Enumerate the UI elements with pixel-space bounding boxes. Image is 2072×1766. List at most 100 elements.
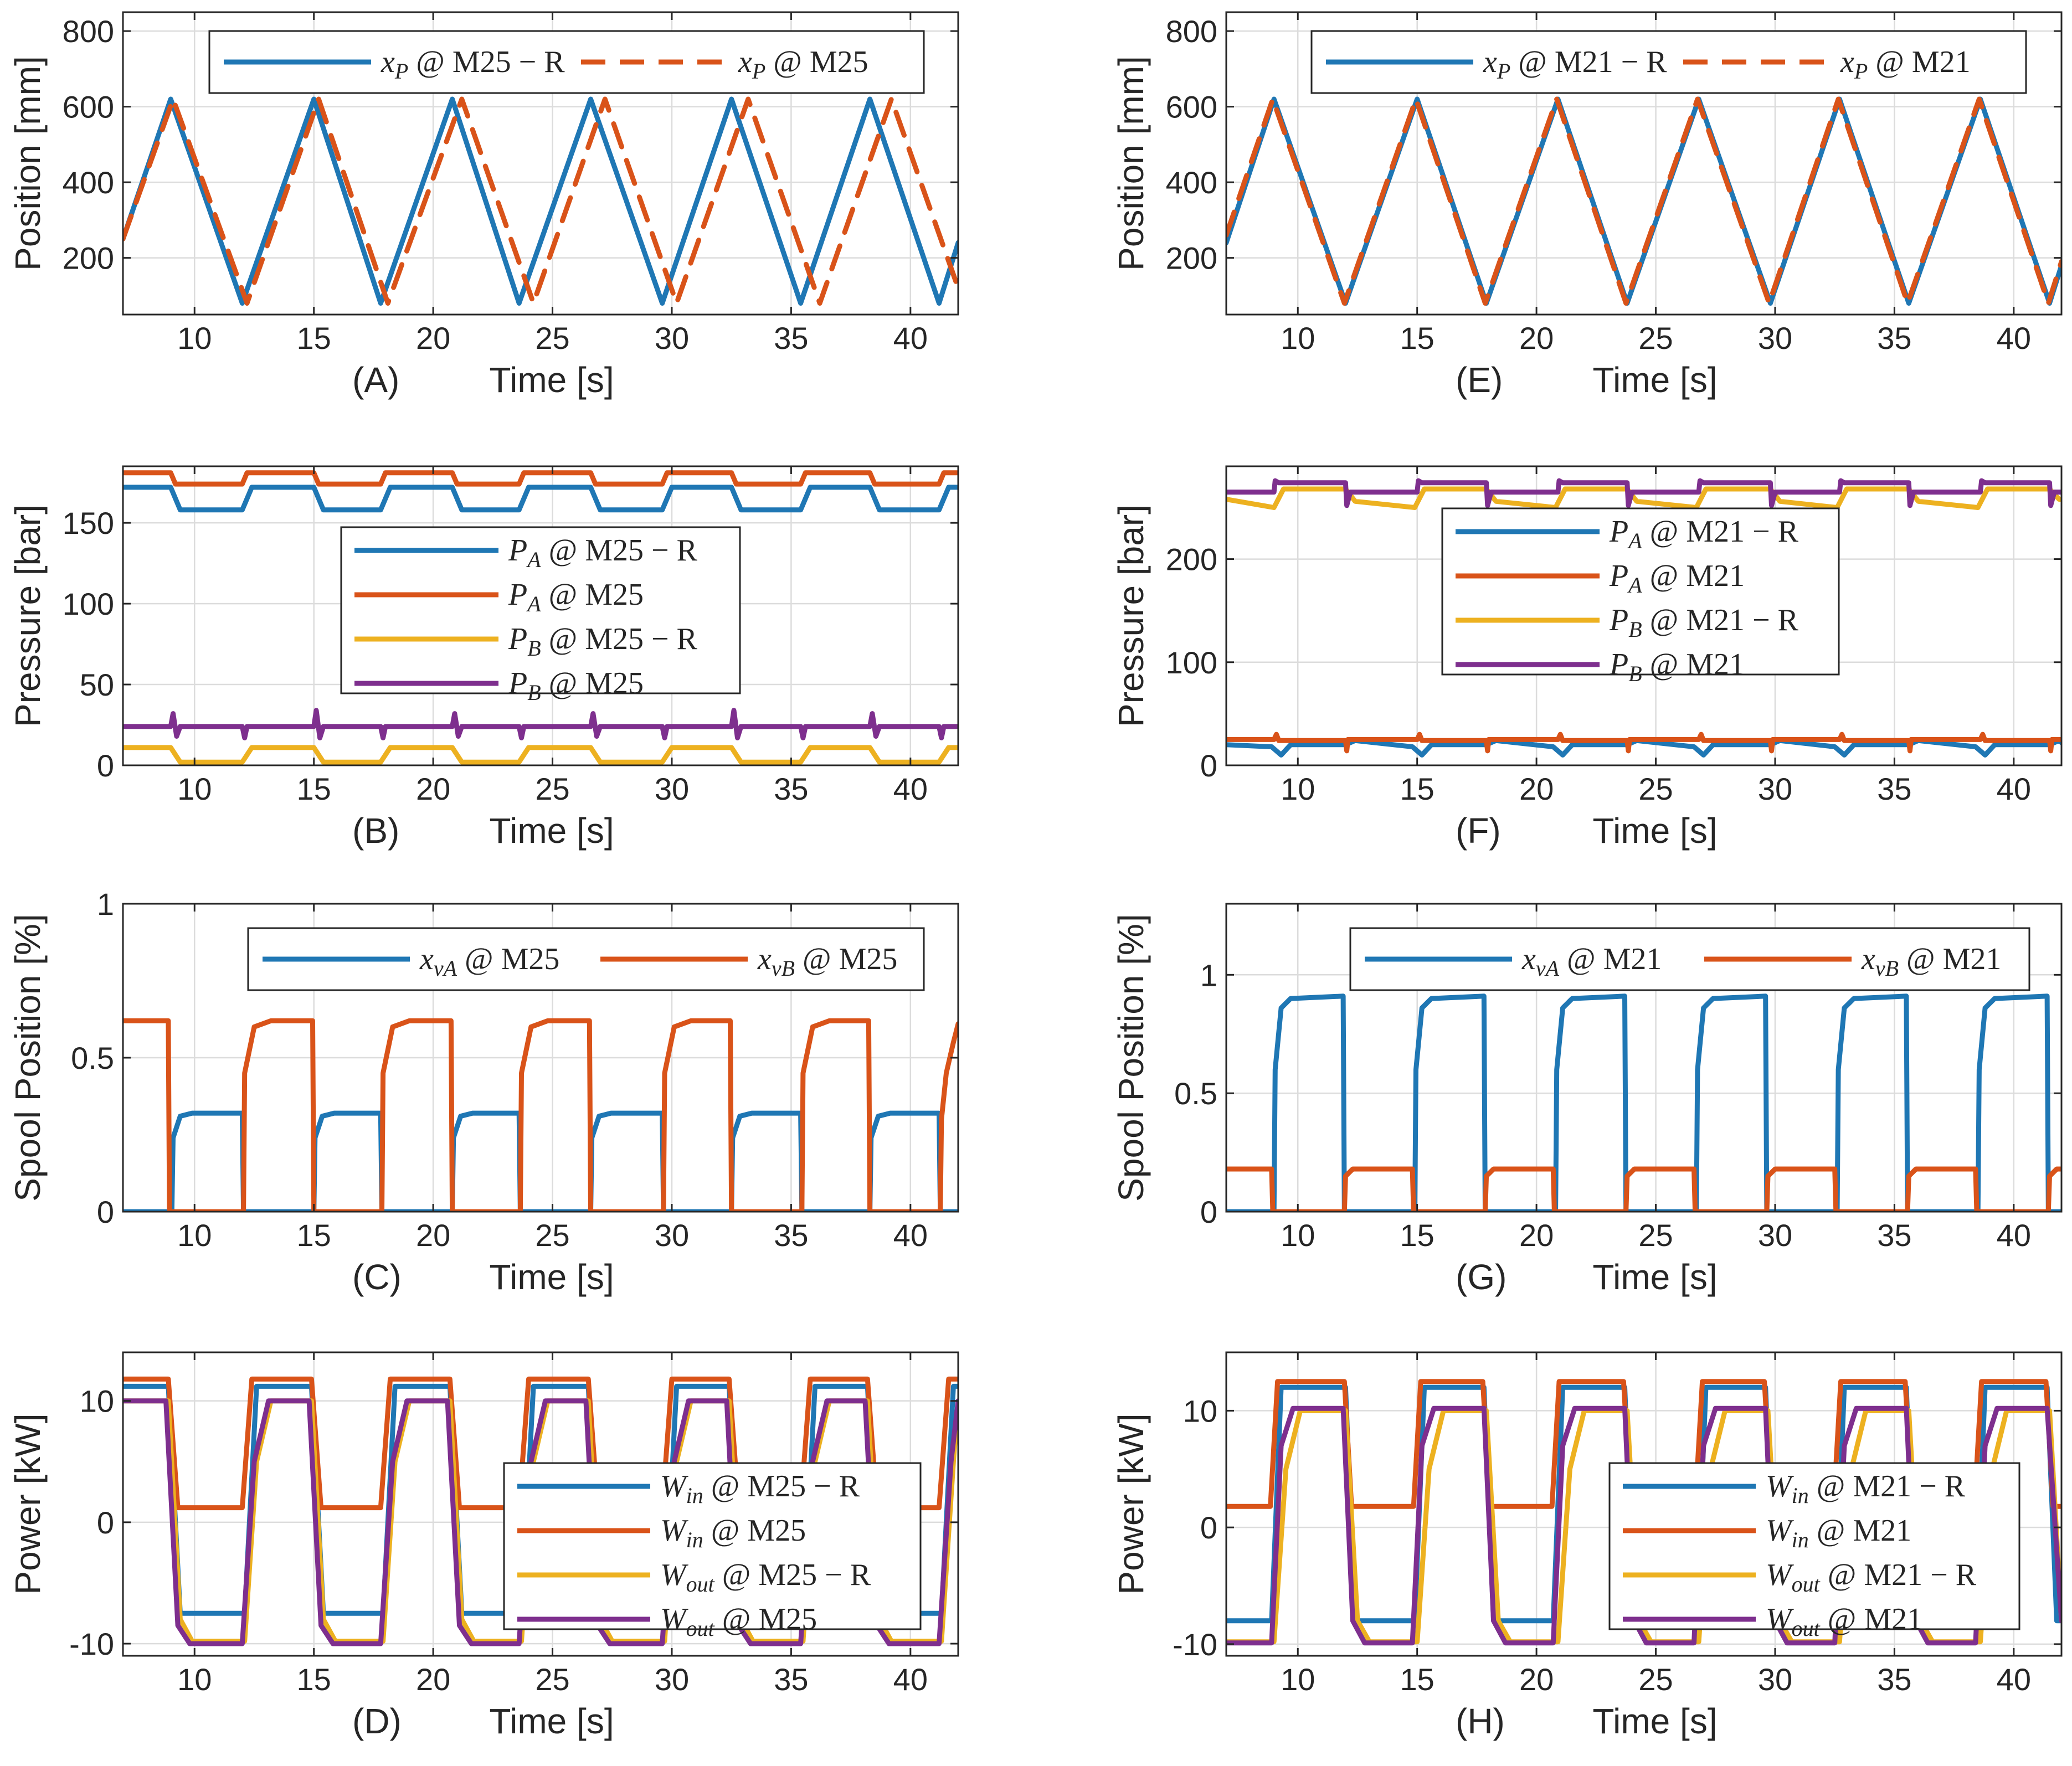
legend-box <box>340 526 741 694</box>
y-tick-label: 400 <box>1166 165 1217 200</box>
y-tick-label: 200 <box>1166 542 1217 577</box>
legend-label: xvA @ M21 <box>1521 942 1662 981</box>
panel-G: 10 15 20 25 30 35 40 0 0.5 1 (G) Time [s] Spool Posi… <box>1111 903 2063 1297</box>
x-tick-label: 40 <box>1997 1662 2031 1697</box>
legend: xP @ M25 − R xP @ M25 <box>208 30 925 94</box>
legend-label: xvA @ M25 <box>419 942 559 981</box>
legend-label: xP @ M21 <box>1840 45 1971 84</box>
y-tick-label: 0 <box>97 1505 114 1540</box>
y-tick-label: 600 <box>1166 90 1217 125</box>
x-tick-label: 10 <box>177 771 212 806</box>
x-tick-label: 35 <box>774 321 808 356</box>
x-tick-label: 20 <box>416 1662 450 1697</box>
legend: PA @ M21 − R PA @ M21 PB @ M21 − R PB @ M21 <box>1441 507 1840 686</box>
y-tick-label: 400 <box>63 165 114 200</box>
y-tick-label: 0.5 <box>1174 1076 1217 1111</box>
y-tick-label: 200 <box>63 241 114 276</box>
axes-frame <box>122 1351 959 1657</box>
series-line-B-2 <box>123 470 958 487</box>
legend-label: Win @ M25 <box>660 1513 806 1552</box>
y-tick-label: 600 <box>63 90 114 125</box>
x-tick-label: 15 <box>297 771 331 806</box>
x-tick-label: 30 <box>655 1218 689 1253</box>
y-tick-label: 1 <box>97 887 114 921</box>
y-tick-label: 0 <box>1200 1510 1217 1545</box>
series-line-F-2 <box>1226 732 2061 754</box>
panel-H: 10 15 20 25 30 35 40 -10 0 10 (H) Time [s] Power [kW… <box>1111 1351 2063 1741</box>
legend-label: PB @ M25 − R <box>508 622 698 661</box>
y-axis-label: Spool Position [%] <box>8 914 48 1201</box>
legend: xvA @ M25 xvB @ M25 <box>247 927 925 991</box>
series-line-E-2 <box>1226 96 2061 306</box>
axes-frame <box>122 465 959 766</box>
legend-label: PB @ M21 <box>1609 647 1745 686</box>
x-tick-label: 35 <box>1877 321 1911 356</box>
y-tick-label: 0 <box>97 748 114 783</box>
legend-label: PA @ M25 − R <box>508 533 698 572</box>
x-tick-label: 40 <box>893 1662 928 1697</box>
series-line-C-1 <box>123 1110 958 1212</box>
legend-label: xvB @ M25 <box>757 942 897 981</box>
series-line-E-1 <box>1226 96 2061 306</box>
legend-label: Win @ M21 − R <box>1766 1469 1966 1508</box>
legend-box <box>1441 507 1840 676</box>
panel-D: 10 15 20 25 30 35 40 -10 0 10 (D) Time [s] Power [kW… <box>8 1351 959 1741</box>
legend: xP @ M21 − R xP @ M21 <box>1310 30 2027 94</box>
legend-label: Wout @ M25 − R <box>660 1558 871 1597</box>
x-tick-label: 35 <box>774 771 808 806</box>
legend-label: Win @ M25 − R <box>660 1469 860 1508</box>
legend: xvA @ M21 xvB @ M21 <box>1349 927 2030 991</box>
legend-label: PB @ M21 − R <box>1609 603 1799 642</box>
y-tick-label: -10 <box>1173 1627 1217 1662</box>
series-line-D-2 <box>123 1376 958 1511</box>
y-tick-label: 800 <box>1166 14 1217 49</box>
legend-label: xP @ M21 − R <box>1483 45 1667 84</box>
series-line-B-1 <box>123 485 958 513</box>
series-line-A-2 <box>123 96 958 306</box>
x-tick-label: 35 <box>1877 1662 1911 1697</box>
series-line-F-3 <box>1226 486 2061 510</box>
x-tick-label: 40 <box>893 1218 928 1253</box>
x-tick-label: 10 <box>177 1218 212 1253</box>
legend-label: xP @ M25 <box>738 45 868 84</box>
x-tick-label: 35 <box>1877 771 1911 806</box>
x-tick-label: 40 <box>1997 321 2031 356</box>
x-tick-label: 25 <box>535 771 569 806</box>
axes-frame <box>1225 465 2063 766</box>
x-axis-label: Time [s] <box>489 1701 614 1741</box>
y-tick-label: 0.5 <box>71 1041 114 1075</box>
y-axis-label: Spool Position [%] <box>1111 914 1151 1201</box>
legend-box <box>1608 1462 2020 1630</box>
legend-label: PA @ M21 − R <box>1609 514 1799 553</box>
x-tick-label: 25 <box>535 1218 569 1253</box>
x-tick-label: 25 <box>1638 321 1673 356</box>
x-tick-label: 30 <box>1758 1218 1792 1253</box>
x-axis-label: Time [s] <box>489 1257 614 1297</box>
x-tick-label: 15 <box>297 321 331 356</box>
y-tick-label: 0 <box>1200 1195 1217 1229</box>
x-axis-label: Time [s] <box>1592 360 1717 400</box>
y-tick-label: 0 <box>97 1195 114 1229</box>
panel-label: (H) <box>1456 1701 1505 1741</box>
series-line-B-3 <box>123 745 958 765</box>
panel-F: 10 15 20 25 30 35 40 0 100 200 (F) Time [s] Pressure… <box>1111 465 2063 851</box>
x-tick-label: 10 <box>177 1662 212 1697</box>
x-tick-label: 15 <box>297 1218 331 1253</box>
y-tick-label: -10 <box>69 1626 114 1661</box>
x-tick-label: 15 <box>1400 1662 1435 1697</box>
axes-frame <box>1225 903 2063 1213</box>
panel-label: (D) <box>352 1701 402 1741</box>
legend-label: PB @ M25 <box>508 666 644 705</box>
x-tick-label: 15 <box>297 1662 331 1697</box>
legend-label: Wout @ M21 − R <box>1766 1558 1977 1597</box>
x-tick-label: 25 <box>1638 1662 1673 1697</box>
x-axis-label: Time [s] <box>1592 1257 1717 1297</box>
legend-label: Win @ M21 <box>1766 1513 1911 1552</box>
panel-label: (A) <box>352 360 399 400</box>
x-tick-label: 30 <box>655 771 689 806</box>
x-tick-label: 40 <box>1997 1218 2031 1253</box>
y-axis-label: Position [mm] <box>1111 56 1151 271</box>
series-line-G-1 <box>1226 993 2061 1212</box>
legend-label: PA @ M25 <box>508 578 644 616</box>
